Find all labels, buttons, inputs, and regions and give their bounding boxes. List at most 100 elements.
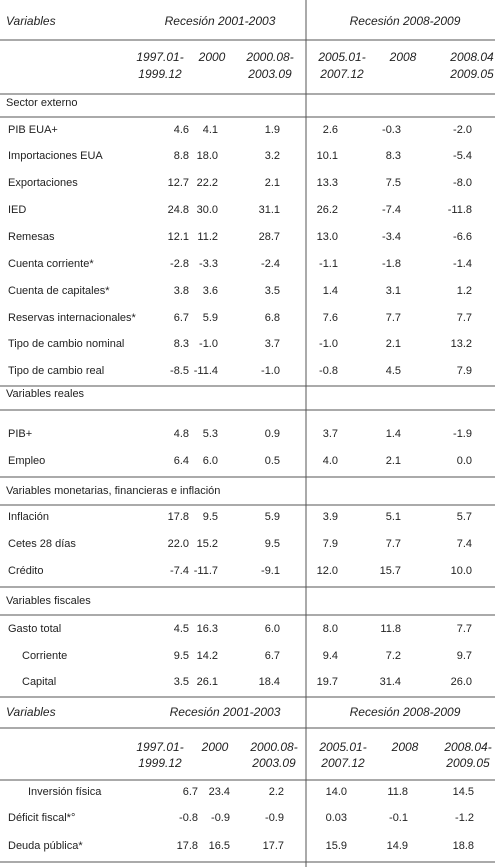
cell: -11.4	[194, 365, 218, 377]
cell: 7.4	[457, 538, 472, 550]
row-label: Deuda pública*	[8, 840, 83, 852]
cell: -6.6	[453, 231, 472, 243]
row-label: Tipo de cambio real	[8, 365, 104, 377]
cell: 17.8	[168, 511, 189, 523]
cell: 18.8	[453, 840, 474, 852]
cell: 11.2	[197, 231, 218, 243]
cell: 2.1	[265, 177, 280, 189]
cell: -1.8	[382, 258, 401, 270]
cell: 13.2	[451, 338, 472, 350]
row-label: Cuenta de capitales*	[8, 285, 110, 297]
cell: 13.3	[317, 177, 338, 189]
cell: 10.0	[451, 565, 472, 577]
cell: 3.5	[174, 676, 189, 688]
row-label: Inflación	[8, 511, 49, 523]
cell: 13.0	[317, 231, 338, 243]
cell: 9.5	[174, 650, 189, 662]
row-label: Exportaciones	[8, 177, 78, 189]
cell: -2.0	[453, 124, 472, 136]
column-header: 2000.08-	[249, 740, 297, 754]
row-label: Cuenta corriente*	[8, 258, 94, 270]
header-group: Recesión 2008-2009	[350, 705, 461, 719]
cell: 3.9	[323, 511, 338, 523]
cell: 4.0	[323, 455, 338, 467]
section-title: Variables reales	[6, 388, 85, 400]
cell: 4.6	[174, 124, 189, 136]
cell: 3.6	[203, 285, 218, 297]
cell: 7.9	[323, 538, 338, 550]
cell: 8.8	[174, 150, 189, 162]
cell: 2.2	[269, 786, 284, 798]
column-header: 2008.04	[449, 50, 494, 64]
cell: 15.7	[380, 565, 401, 577]
cell: 26.1	[197, 676, 218, 688]
cell: -0.9	[265, 812, 284, 824]
cell: -11.8	[448, 204, 472, 216]
row-label: PIB+	[8, 428, 32, 440]
cell: -8.5	[170, 365, 189, 377]
row-label: Crédito	[8, 565, 43, 577]
column-header: 2009.05	[445, 756, 490, 770]
cell: 9.5	[203, 511, 218, 523]
cell: 4.5	[174, 623, 189, 635]
row-label: Inversión física	[28, 786, 102, 798]
column-header: 2009.05	[449, 67, 494, 81]
cell: 2.1	[386, 338, 401, 350]
row-label: Empleo	[8, 455, 45, 467]
cell: 15.9	[326, 840, 347, 852]
column-header: 2007.12	[319, 67, 364, 81]
row-label: Importaciones EUA	[8, 150, 103, 162]
cell: 2.1	[386, 455, 401, 467]
row-label: Corriente	[22, 650, 67, 662]
cell: 26.0	[451, 676, 472, 688]
header-group: Recesión 2008-2009	[350, 14, 461, 28]
row-label: IED	[8, 204, 26, 216]
column-header: 2000	[198, 50, 226, 64]
column-header: 1999.12	[138, 67, 182, 81]
section-title: Sector externo	[6, 97, 78, 109]
cell: 17.8	[177, 840, 198, 852]
cell: 5.1	[386, 511, 401, 523]
cell: 14.9	[387, 840, 408, 852]
column-header: 2007.12	[320, 756, 365, 770]
cell: 3.5	[265, 285, 280, 297]
cell: 5.3	[203, 428, 218, 440]
cell: 8.0	[323, 623, 338, 635]
cell: -1.0	[199, 338, 218, 350]
cell: 5.9	[265, 511, 280, 523]
cell: 14.0	[326, 786, 347, 798]
cell: 30.0	[197, 204, 218, 216]
cell: 2.6	[323, 124, 338, 136]
row-label: Tipo de cambio nominal	[8, 338, 124, 350]
cell: 10.1	[317, 150, 338, 162]
cell: -9.1	[261, 565, 280, 577]
row-label: Déficit fiscal*°	[8, 812, 75, 824]
cell: -1.0	[261, 365, 280, 377]
header-variables: Variables	[6, 705, 56, 719]
cell: 3.1	[386, 285, 401, 297]
cell: 28.7	[259, 231, 280, 243]
row-label: PIB EUA+	[8, 124, 58, 136]
cell: 12.1	[168, 231, 189, 243]
cell: 7.9	[457, 365, 472, 377]
cell: 0.9	[265, 428, 280, 440]
cell: 3.7	[265, 338, 280, 350]
cell: 9.7	[457, 650, 472, 662]
cell: 16.5	[209, 840, 230, 852]
cell: 4.8	[174, 428, 189, 440]
column-header: 2003.09	[247, 67, 292, 81]
row-label: Gasto total	[8, 623, 61, 635]
cell: 1.4	[323, 285, 338, 297]
cell: -0.9	[211, 812, 230, 824]
cell: 7.7	[386, 312, 401, 324]
column-header: 2008.04-	[443, 740, 491, 754]
cell: 7.7	[457, 623, 472, 635]
cell: 6.8	[265, 312, 280, 324]
header-variables: Variables	[6, 14, 56, 28]
cell: 3.8	[174, 285, 189, 297]
column-header: 2005.01-	[317, 50, 365, 64]
cell: 4.5	[386, 365, 401, 377]
cell: 1.2	[457, 285, 472, 297]
cell: 11.8	[380, 623, 401, 635]
cell: -3.3	[199, 258, 218, 270]
